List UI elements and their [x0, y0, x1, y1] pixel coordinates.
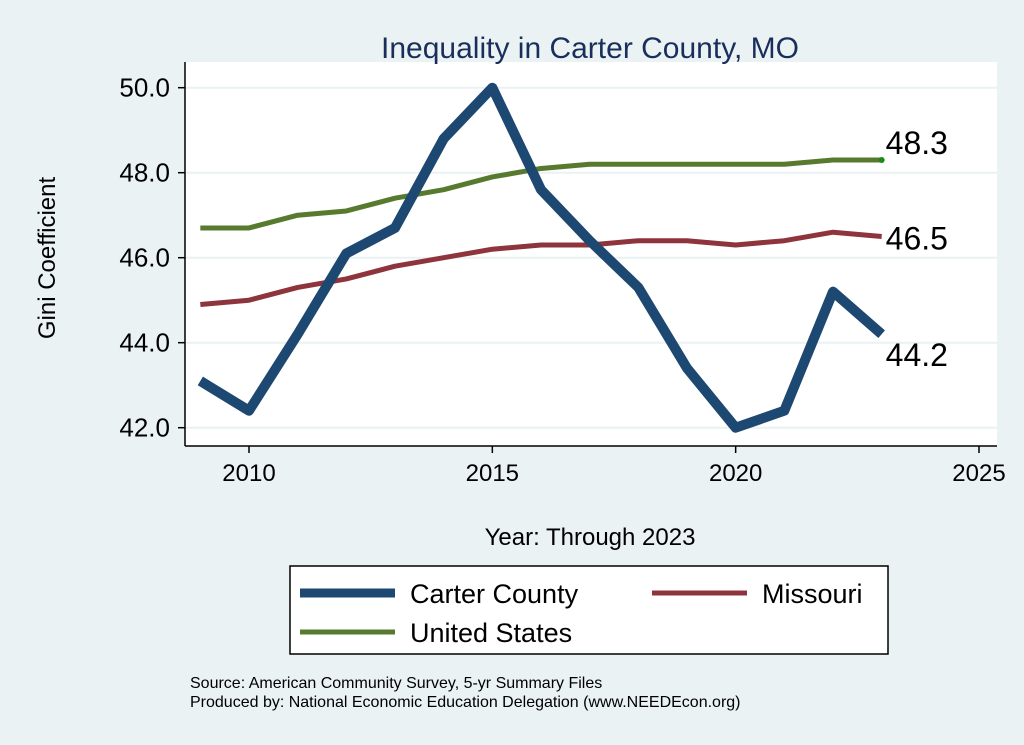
chart-title: Inequality in Carter County, MO	[381, 32, 799, 65]
x-tick-label: 2010	[222, 460, 275, 487]
y-axis-label: Gini Coefficient	[34, 177, 61, 340]
gridlines	[186, 86, 997, 429]
y-tick-label: 48.0	[119, 158, 170, 188]
end-value-label: 46.5	[886, 220, 948, 256]
source-note: Source: American Community Survey, 5-yr …	[190, 675, 602, 692]
series-line-missouri	[200, 229, 882, 307]
end-marker	[878, 156, 885, 163]
producer-note: Produced by: National Economic Education…	[190, 694, 741, 711]
x-tick-label: 2015	[466, 460, 519, 487]
y-tick-label: 42.0	[119, 413, 170, 443]
legend-box	[289, 565, 889, 655]
plot-area	[185, 62, 997, 446]
legend-label-missouri: Missouri	[762, 579, 863, 609]
legend-label-united-states: United States	[410, 618, 572, 648]
legend-label-carter-county: Carter County	[410, 579, 579, 609]
x-axis-label: Year: Through 2023	[485, 524, 696, 551]
series-lines: 48.3 46.5 44.2	[197, 82, 948, 433]
end-value-label: 48.3	[886, 125, 948, 161]
y-tick-label: 50.0	[119, 73, 170, 103]
y-tick-label: 46.0	[119, 243, 170, 273]
legend: Carter County Missouri United States	[289, 565, 889, 655]
end-value-label: 44.2	[886, 337, 948, 373]
series-line-carter-county	[197, 82, 885, 433]
axes: 42.0 44.0 46.0 48.0 50.0 2010 2015 2020 2025	[119, 62, 1006, 487]
y-tick-label: 44.0	[119, 328, 170, 358]
x-tick-label: 2020	[709, 460, 762, 487]
x-tick-label: 2025	[952, 460, 1005, 487]
series-line-united-states	[200, 157, 882, 231]
